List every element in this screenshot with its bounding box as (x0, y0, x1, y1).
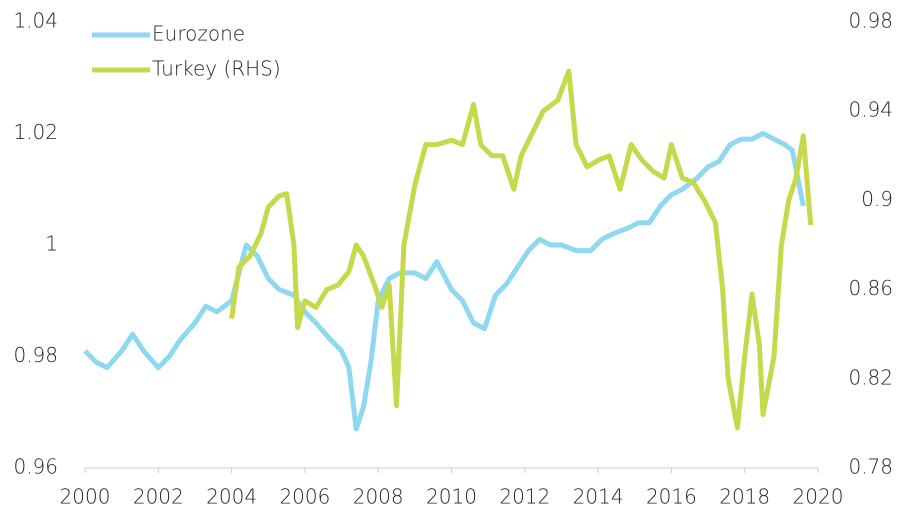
x-tick-label: 2002 (133, 485, 184, 509)
x-tick-label: 2008 (353, 485, 404, 509)
y-tick-label: 1.04 (13, 9, 58, 33)
y-tick-label: 0.98 (13, 343, 58, 367)
series-line (83, 131, 806, 432)
y2-tick-label: 0.94 (848, 98, 893, 122)
y-tick-label: 1.02 (13, 120, 58, 144)
x-tick-label: 2006 (279, 485, 330, 509)
series-line (229, 68, 814, 431)
x-tick-label: 2020 (793, 485, 844, 509)
x-tick-label: 2000 (60, 485, 111, 509)
legend-label: Turkey (RHS) (152, 57, 281, 81)
y2-tick-label: 0.86 (848, 276, 893, 300)
x-tick-label: 2014 (573, 485, 624, 509)
y2-tick-label: 0.82 (848, 365, 893, 389)
x-tick-label: 2012 (499, 485, 550, 509)
x-tick-label: 2016 (646, 485, 697, 509)
y-tick-label: 0.96 (13, 455, 58, 479)
x-tick-label: 2018 (719, 485, 770, 509)
y2-tick-label: 0.98 (848, 9, 893, 33)
x-tick-label: 2004 (206, 485, 257, 509)
y-tick-label: 1 (45, 232, 58, 256)
y2-tick-label: 0.78 (848, 455, 893, 479)
y2-tick-label: 0.9 (861, 187, 893, 211)
legend-label: Eurozone (152, 22, 245, 46)
x-tick-label: 2010 (426, 485, 477, 509)
